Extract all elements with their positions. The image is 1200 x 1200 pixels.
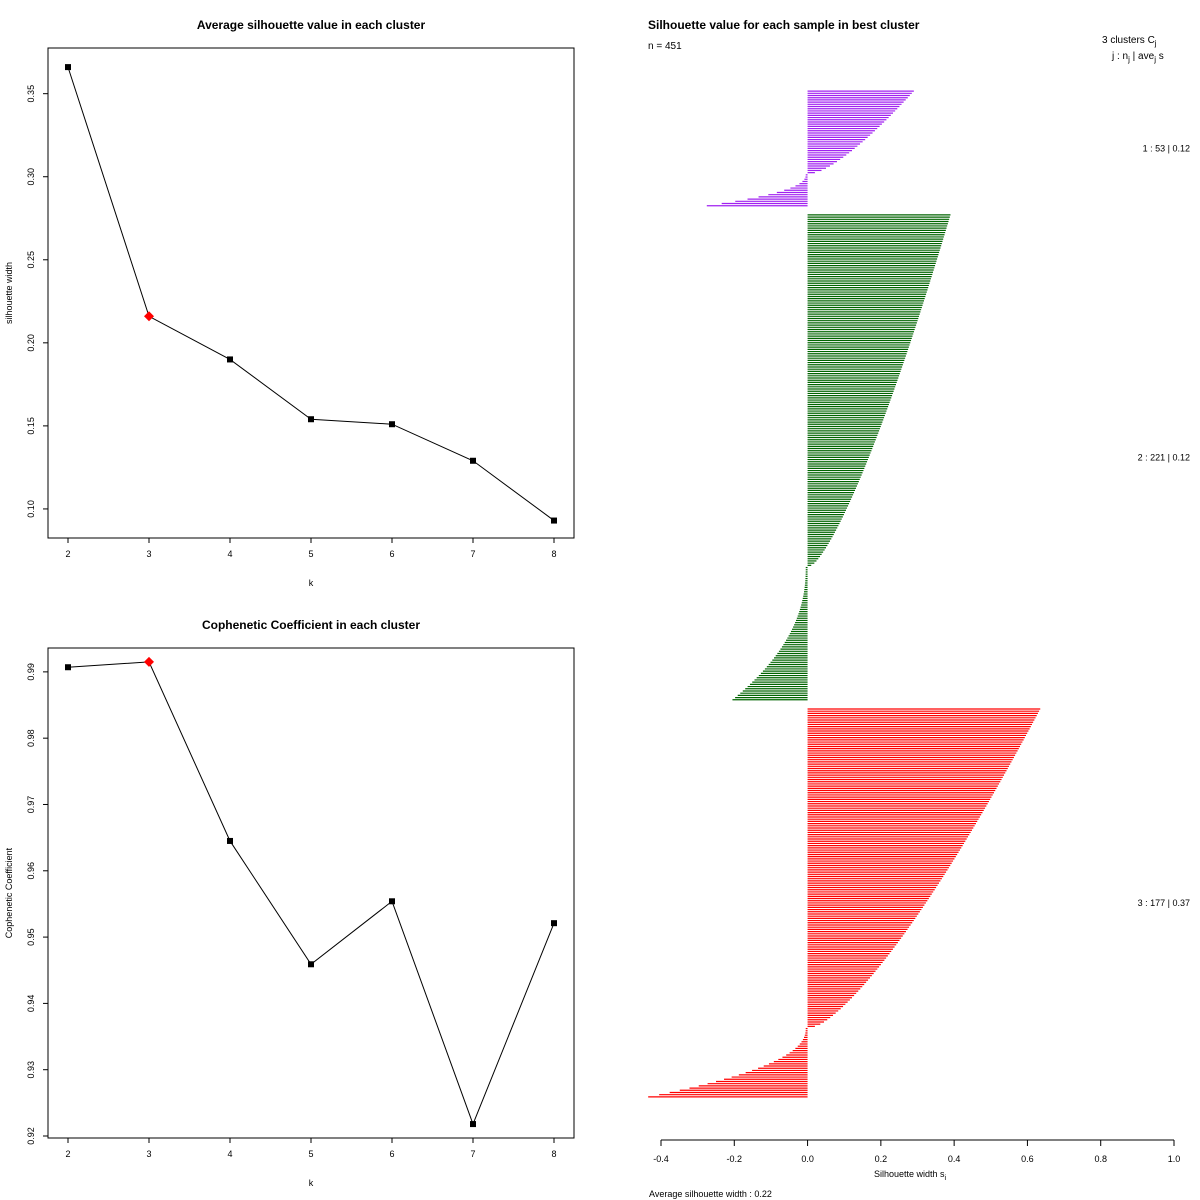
average-silhouette-footer: Average silhouette width : 0.22 bbox=[649, 1189, 772, 1199]
subheader-sub-j: j bbox=[1127, 55, 1130, 64]
silhouette-ytick-label: 0.10 bbox=[26, 500, 36, 518]
silhouette-ytick-label: 0.15 bbox=[26, 417, 36, 435]
cophenetic-title: Cophenetic Coefficient in each cluster bbox=[202, 618, 420, 632]
cophenetic-xtick-label: 2 bbox=[65, 1149, 70, 1159]
silhouette-xtick-label: 8 bbox=[551, 549, 556, 559]
silhouette-series-line bbox=[67, 66, 555, 521]
cluster-label: 2 : 221 | 0.12 bbox=[1138, 452, 1190, 462]
cophenetic-point bbox=[470, 1121, 476, 1128]
clusters-header: 3 clusters Cj bbox=[1102, 35, 1157, 48]
cophenetic-ytick-label: 0.97 bbox=[26, 796, 36, 814]
subheader-j-n: j : n bbox=[1111, 51, 1128, 62]
silhouette-bars-xtick-label: 0.4 bbox=[948, 1154, 961, 1164]
cophenetic-plot-frame bbox=[47, 647, 575, 1139]
silhouette-bars-xtick-label: -0.4 bbox=[653, 1154, 669, 1164]
cophenetic-points bbox=[65, 656, 557, 1128]
cophenetic-ytick-label: 0.98 bbox=[26, 729, 36, 747]
silhouette-bars-xtick-label: 0.8 bbox=[1094, 1154, 1107, 1164]
cophenetic-ytick-label: 0.92 bbox=[26, 1127, 36, 1145]
silhouette-width-xlabel: Silhouette width si bbox=[874, 1169, 947, 1182]
silhouette-x-axis: 2 3 4 5 6 7 8 bbox=[65, 538, 557, 559]
silhouette-point bbox=[470, 457, 476, 464]
silhouette-panel: Average silhouette value in each cluster… bbox=[4, 18, 575, 588]
cluster-label: 1 : 53 | 0.12 bbox=[1143, 143, 1190, 153]
cophenetic-point bbox=[227, 837, 233, 844]
cophenetic-xtick-label: 8 bbox=[551, 1149, 556, 1159]
cophenetic-point bbox=[65, 664, 71, 671]
cluster-labels: 1 : 53 | 0.12 2 : 221 | 0.12 3 : 177 | 0.3… bbox=[1138, 143, 1190, 908]
cluster-label: 3 : 177 | 0.37 bbox=[1138, 898, 1190, 908]
silhouette-point bbox=[227, 356, 233, 363]
silhouette-bars-xtick-label: 0.6 bbox=[1021, 1154, 1034, 1164]
silhouette-bars-xtick-label: 0.0 bbox=[801, 1154, 814, 1164]
cophenetic-x-axis: 2 3 4 5 6 7 8 bbox=[65, 1138, 557, 1159]
subheader-sub-j2: j bbox=[1153, 55, 1156, 64]
silhouette-bars-panel: Silhouette value for each sample in best… bbox=[648, 18, 1190, 1199]
silhouette-xtick-label: 4 bbox=[227, 549, 232, 559]
cophenetic-xtick-label: 3 bbox=[146, 1149, 151, 1159]
silhouette-bars bbox=[648, 90, 1041, 1098]
cophenetic-ytick-label: 0.99 bbox=[26, 663, 36, 681]
cophenetic-ytick-label: 0.94 bbox=[26, 995, 36, 1013]
sample-count-label: n = 451 bbox=[648, 41, 682, 52]
cophenetic-point-highlight bbox=[144, 656, 154, 667]
silhouette-point bbox=[389, 421, 395, 428]
silhouette-point bbox=[65, 64, 71, 71]
silhouette-points bbox=[65, 64, 557, 524]
silhouette-ytick-label: 0.25 bbox=[26, 251, 36, 269]
cophenetic-panel: Cophenetic Coefficient in each cluster 0… bbox=[4, 618, 575, 1188]
silhouette-xtick-label: 3 bbox=[146, 549, 151, 559]
cophenetic-xtick-label: 4 bbox=[227, 1149, 232, 1159]
silhouette-xtick-label: 5 bbox=[308, 549, 313, 559]
subheader-ave: | ave bbox=[1130, 51, 1155, 62]
xlabel-sub: i bbox=[944, 1175, 946, 1182]
cophenetic-point bbox=[389, 898, 395, 905]
cophenetic-ytick-label: 0.96 bbox=[26, 862, 36, 880]
cophenetic-point bbox=[308, 961, 314, 968]
cophenetic-xtick-label: 7 bbox=[470, 1149, 475, 1159]
cophenetic-point bbox=[551, 920, 557, 927]
silhouette-plot-frame bbox=[47, 47, 575, 539]
silhouette-ylabel: silhouette width bbox=[4, 262, 14, 324]
silhouette-bars-x-axis: -0.4 -0.2 0.0 0.2 0.4 0.6 0.8 1.0 bbox=[653, 1140, 1180, 1164]
silhouette-bars-xtick-label: -0.2 bbox=[727, 1154, 743, 1164]
clusters-subheader: j : nj | avej s bbox=[1111, 51, 1164, 64]
subheader-s: s bbox=[1156, 51, 1164, 62]
cophenetic-xlabel: k bbox=[309, 1178, 314, 1188]
silhouette-ytick-label: 0.35 bbox=[26, 85, 36, 103]
silhouette-xtick-label: 2 bbox=[65, 549, 70, 559]
cophenetic-xtick-label: 5 bbox=[308, 1149, 313, 1159]
cophenetic-xtick-label: 6 bbox=[389, 1149, 394, 1159]
silhouette-y-axis: 0.10 0.15 0.20 0.25 0.30 0.35 bbox=[26, 85, 48, 518]
silhouette-bars-xtick-label: 0.2 bbox=[875, 1154, 888, 1164]
silhouette-ytick-label: 0.20 bbox=[26, 334, 36, 352]
cophenetic-series-line bbox=[67, 661, 555, 1126]
cophenetic-ytick-label: 0.95 bbox=[26, 928, 36, 946]
cophenetic-ylabel: Cophenetic Coefficient bbox=[4, 847, 14, 938]
xlabel-text: Silhouette width s bbox=[874, 1169, 945, 1179]
cophenetic-y-axis: 0.92 0.93 0.94 0.95 0.96 0.97 0.98 0.99 bbox=[26, 663, 48, 1145]
silhouette-point-highlight bbox=[144, 311, 154, 322]
silhouette-xtick-label: 6 bbox=[389, 549, 394, 559]
silhouette-xtick-label: 7 bbox=[470, 549, 475, 559]
cophenetic-ytick-label: 0.93 bbox=[26, 1061, 36, 1079]
silhouette-point bbox=[551, 517, 557, 524]
silhouette-point bbox=[308, 416, 314, 423]
silhouette-bars-xtick-label: 1.0 bbox=[1168, 1154, 1181, 1164]
silhouette-bars-title: Silhouette value for each sample in best… bbox=[648, 18, 920, 32]
clusters-header-sub: j bbox=[1154, 39, 1157, 48]
silhouette-ytick-label: 0.30 bbox=[26, 168, 36, 186]
clusters-header-text: 3 clusters C bbox=[1102, 35, 1155, 46]
silhouette-xlabel: k bbox=[309, 578, 314, 588]
silhouette-title: Average silhouette value in each cluster bbox=[197, 18, 426, 32]
